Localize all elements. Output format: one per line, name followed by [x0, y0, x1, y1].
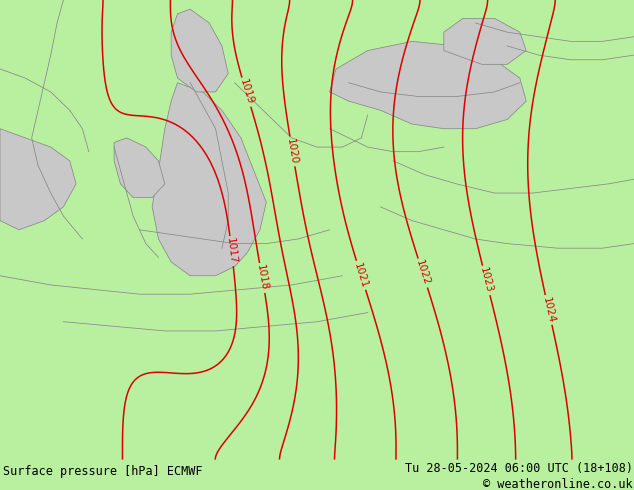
Text: 1019: 1019 — [238, 78, 255, 106]
Text: 1021: 1021 — [353, 261, 370, 290]
Text: Surface pressure [hPa] ECMWF: Surface pressure [hPa] ECMWF — [3, 465, 203, 478]
Text: 1020: 1020 — [285, 138, 299, 165]
Text: © weatheronline.co.uk: © weatheronline.co.uk — [483, 478, 633, 490]
Polygon shape — [114, 138, 165, 197]
Text: 1023: 1023 — [478, 267, 495, 294]
Polygon shape — [171, 9, 228, 92]
Text: 1017: 1017 — [225, 238, 238, 265]
Text: 1018: 1018 — [255, 264, 269, 292]
Text: 1022: 1022 — [414, 259, 432, 287]
Text: 1024: 1024 — [541, 296, 556, 324]
Polygon shape — [0, 129, 76, 230]
Polygon shape — [152, 83, 266, 276]
Polygon shape — [444, 19, 526, 64]
Polygon shape — [330, 41, 526, 129]
Text: Tu 28-05-2024 06:00 UTC (18+108): Tu 28-05-2024 06:00 UTC (18+108) — [404, 462, 633, 475]
